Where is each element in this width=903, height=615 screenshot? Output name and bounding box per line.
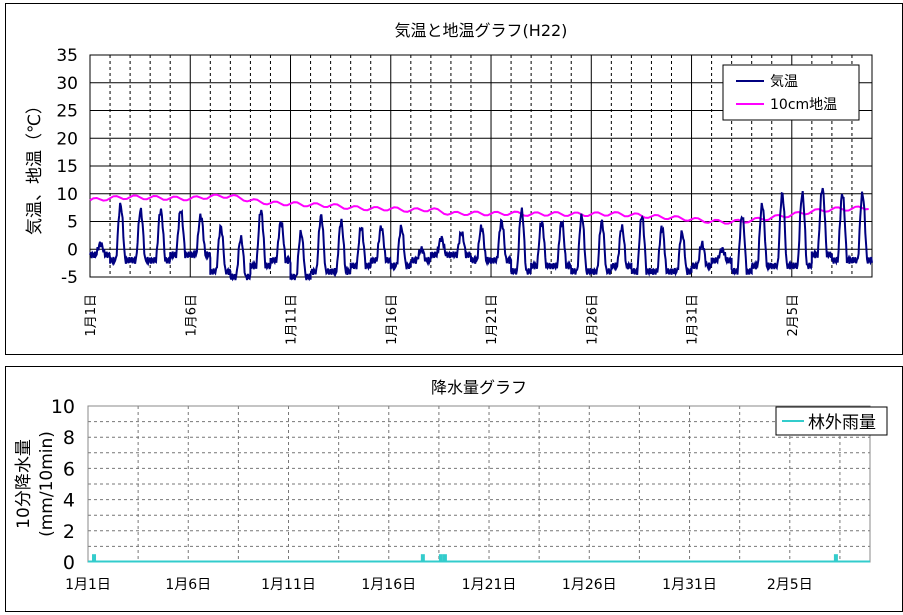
y-tick-label: 5 — [67, 213, 78, 233]
bar-rainfall — [833, 554, 838, 562]
y-tick-label: 30 — [56, 74, 78, 94]
x-tick-label: 1月31日 — [662, 577, 717, 593]
temperature-chart-panel — [5, 3, 903, 355]
y-tick-label: 35 — [56, 46, 78, 66]
x-tick-label: 1月16日 — [361, 577, 416, 593]
x-tick-label: 1月1日 — [65, 577, 111, 593]
y-axis-label-line1: 10分降水量 — [14, 439, 34, 529]
y-tick-label: 2 — [63, 521, 75, 543]
plot-area — [89, 54, 873, 278]
bar-rainfall — [442, 554, 447, 562]
x-tick-label: 1月31日 — [686, 294, 701, 345]
y-axis-label: 気温、地温（℃） — [25, 97, 45, 235]
bar-rainfall — [420, 554, 425, 562]
legend-box — [722, 64, 860, 121]
y-tick-label: 4 — [63, 490, 75, 512]
x-tick-label: 1月26日 — [562, 577, 617, 593]
x-tick-label: 1月21日 — [462, 577, 517, 593]
y-tick-label: 6 — [63, 458, 75, 480]
y-tick-label: 20 — [56, 129, 78, 149]
legend-label-rainfall: 林外雨量 — [808, 413, 876, 433]
x-tick-label: 1月16日 — [385, 294, 400, 345]
x-tick-label: 2月5日 — [786, 294, 801, 337]
legend: 気温 10cm地温 — [722, 64, 860, 121]
y-tick-label: 10 — [56, 185, 78, 205]
y-tick-label: 0 — [67, 240, 78, 260]
bar-rainfall — [92, 554, 97, 562]
y-tick-label: 25 — [56, 102, 78, 122]
y-tick-label: -5 — [61, 268, 78, 288]
legend-label-soil-temperature: 10cm地温 — [770, 97, 837, 113]
x-tick-label: 1月1日 — [84, 294, 99, 337]
chart-title: 気温と地温グラフ(H22) — [395, 21, 568, 40]
series-line-soil-temperature — [89, 193, 869, 225]
x-tick-label: 1月26日 — [585, 294, 600, 345]
temperature-chart: 気温と地温グラフ(H22) 35 30 25 20 15 10 5 0 -5 1月1日 1月6日 1月1… — [25, 21, 873, 345]
y-tick-label: 0 — [63, 552, 75, 574]
legend: 林外雨量 — [775, 406, 888, 436]
x-tick-label: 1月6日 — [165, 577, 211, 593]
x-tick-label: 1月11日 — [285, 294, 300, 345]
y-tick-label: 8 — [63, 427, 75, 449]
x-tick-label: 1月6日 — [184, 294, 199, 337]
chart-title: 降水量グラフ — [431, 378, 527, 397]
y-tick-label: 10 — [51, 396, 75, 418]
y-tick-label: 15 — [56, 157, 78, 177]
x-tick-label: 1月21日 — [485, 294, 500, 345]
y-axis-label-line2: (mm/10min) — [37, 431, 57, 537]
series-line-air-temperature — [89, 187, 873, 282]
legend-label-air-temperature: 気温 — [770, 74, 798, 90]
precipitation-chart-panel — [5, 366, 903, 612]
bar-rainfall — [438, 554, 443, 562]
x-tick-label: 2月5日 — [767, 577, 813, 593]
x-tick-label: 1月11日 — [261, 577, 316, 593]
